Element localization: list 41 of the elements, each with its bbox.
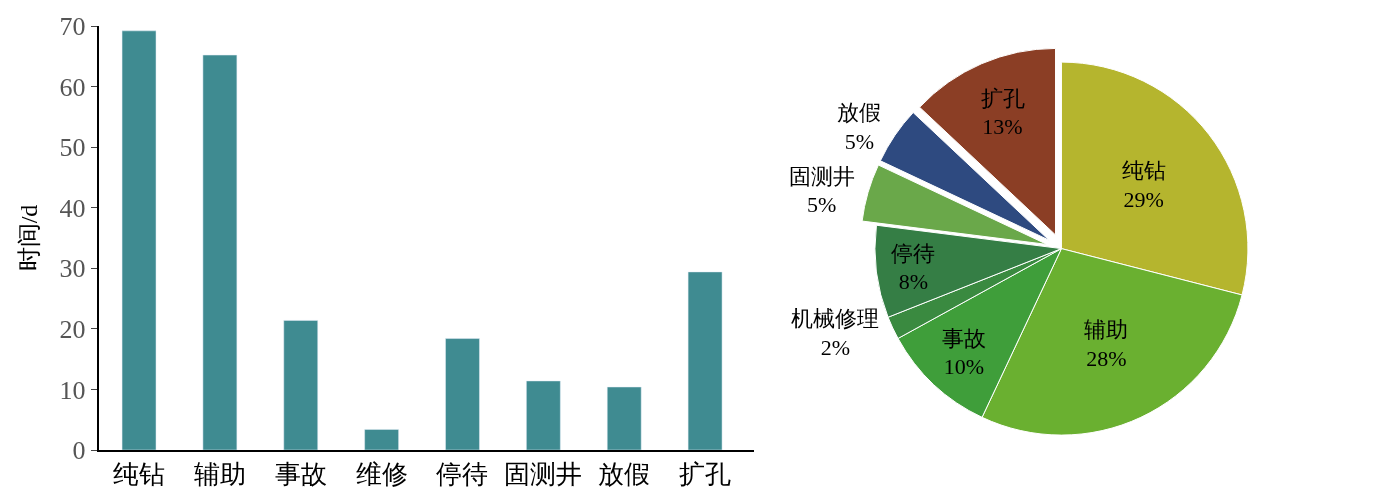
slice-label: 辅助: [1084, 317, 1129, 343]
data-label: 5%: [844, 128, 875, 154]
x-tick-label: 固测井: [504, 460, 583, 490]
data-label: 8%: [898, 269, 928, 295]
x-tick-label: 维修: [355, 460, 408, 490]
slice-label: 停待: [891, 240, 936, 266]
y-tick-label: 40: [59, 193, 86, 223]
data-label: 10%: [943, 354, 985, 380]
y-tick-label: 50: [59, 133, 86, 163]
slice-label: 机械修理: [791, 306, 880, 332]
data-label: 28%: [1086, 345, 1127, 371]
bar: [526, 380, 561, 450]
data-label: 13%: [982, 114, 1023, 140]
y-tick-label: 70: [59, 12, 86, 42]
x-tick-label: 放假: [598, 460, 651, 490]
x-tick-label: 纯钻: [113, 460, 166, 490]
y-tick-label: 20: [59, 314, 86, 344]
x-tick-label: 停待: [436, 460, 489, 490]
x-tick-label: 辅助: [193, 460, 246, 490]
y-tick-label: 60: [59, 72, 86, 102]
data-label: 5%: [806, 192, 837, 218]
slice-label: 事故: [941, 325, 986, 351]
bar: [121, 30, 157, 450]
data-label: 29%: [1123, 186, 1164, 212]
bar: [445, 338, 480, 450]
y-axis-title: 时间/d: [16, 204, 42, 272]
y-tick-label: 10: [59, 375, 86, 405]
bar: [687, 271, 723, 450]
slice-label: 纯钻: [1121, 157, 1166, 183]
bar: [283, 320, 318, 450]
bar: [606, 386, 642, 450]
y-tick-label: 30: [59, 254, 86, 284]
x-tick-label: 事故: [274, 460, 327, 490]
data-label: 2%: [820, 334, 850, 360]
slice-label: 放假: [837, 100, 882, 126]
bar: [364, 429, 399, 450]
y-tick-label: 0: [72, 436, 86, 466]
slice-label: 扩孔: [980, 85, 1025, 111]
bar: [202, 54, 238, 450]
x-tick-label: 扩孔: [679, 460, 732, 490]
slice-label: 固测井: [788, 163, 855, 189]
